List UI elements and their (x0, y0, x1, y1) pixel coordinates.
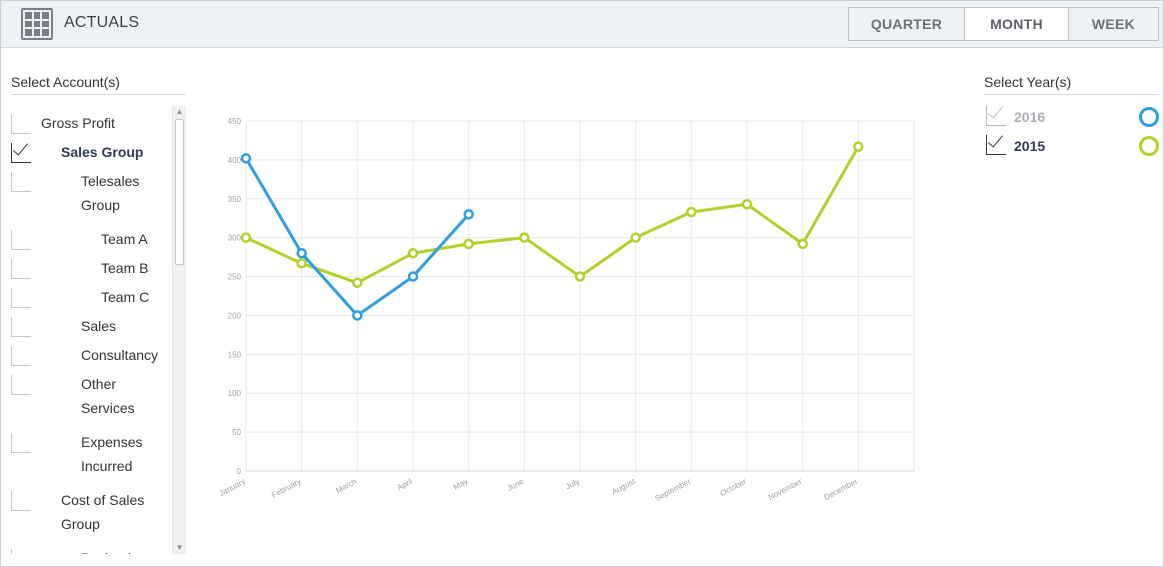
month-button[interactable]: MONTH (965, 8, 1069, 40)
data-point[interactable] (463, 238, 474, 250)
data-point[interactable] (352, 310, 363, 321)
y-tick-label: 100 (228, 389, 242, 398)
account-list: Gross Profit Sales Group Telesales Group Te… (11, 106, 171, 554)
checkbox-icon[interactable] (11, 433, 31, 453)
data-point[interactable] (463, 209, 474, 220)
account-label: Sales (81, 318, 117, 334)
scroll-up-icon[interactable]: ▲ (175, 107, 184, 116)
y-tick-label: 250 (228, 273, 242, 282)
checkbox-icon[interactable] (11, 288, 31, 308)
account-label: Expenses Incurred (81, 434, 143, 474)
series-line-2015 (245, 145, 860, 285)
divider (11, 94, 186, 95)
data-point[interactable] (352, 277, 363, 289)
week-button[interactable]: WEEK (1069, 8, 1158, 40)
x-tick-label: December (822, 477, 859, 502)
checkbox-icon[interactable] (11, 172, 31, 192)
data-point[interactable] (853, 141, 864, 152)
account-label: Gross Profit (41, 115, 115, 131)
account-label: Consultancy (81, 347, 159, 363)
series-color-icon (1139, 136, 1159, 156)
accounts-title: Select Account(s) (11, 74, 120, 90)
y-tick-label: 50 (232, 428, 241, 437)
quarter-button[interactable]: QUARTER (849, 8, 965, 40)
checkbox-icon[interactable] (11, 346, 31, 366)
x-tick-label: March (334, 477, 358, 495)
y-tick-label: 400 (228, 156, 242, 165)
data-point[interactable] (797, 238, 808, 250)
data-point[interactable] (686, 206, 697, 218)
years-title: Select Year(s) (984, 74, 1072, 90)
grid-icon[interactable] (21, 8, 53, 40)
x-tick-label: September (653, 477, 692, 503)
checkbox-icon[interactable] (11, 491, 31, 511)
header-bar: ACTUALS QUARTER MONTH WEEK (1, 1, 1163, 48)
checkbox-icon[interactable] (11, 230, 31, 250)
account-list-scrollbar[interactable]: ▲ ▼ (172, 106, 186, 554)
scroll-thumb[interactable] (175, 119, 184, 265)
account-label: Team A (101, 231, 148, 247)
y-tick-label: 350 (228, 195, 242, 204)
checkbox-icon[interactable] (11, 259, 31, 279)
data-point[interactable] (741, 198, 753, 210)
account-label: Cost of Sales Group (61, 492, 145, 532)
data-point[interactable] (240, 153, 252, 164)
data-point[interactable] (630, 232, 641, 243)
checkbox-checked-icon[interactable] (986, 106, 1006, 126)
x-tick-label: April (396, 477, 415, 493)
account-label: Team C (101, 289, 150, 305)
x-tick-label: February (270, 477, 302, 500)
checkbox-icon[interactable] (11, 549, 31, 554)
data-point[interactable] (296, 258, 307, 269)
account-label: Team B (101, 260, 149, 276)
scroll-down-icon[interactable]: ▼ (175, 543, 184, 552)
x-tick-label: July (564, 477, 581, 492)
year-label: 2016 (1014, 109, 1046, 125)
y-tick-label: 150 (228, 350, 242, 359)
data-point[interactable] (407, 271, 419, 282)
series-color-icon (1139, 107, 1159, 127)
data-point[interactable] (296, 247, 307, 259)
period-selector: QUARTER MONTH WEEK (848, 7, 1159, 41)
checkbox-icon[interactable] (11, 114, 31, 134)
checkbox-icon[interactable] (11, 375, 31, 395)
x-tick-label: August (610, 476, 637, 496)
account-label: Sales Group (61, 144, 144, 160)
x-tick-label: November (767, 477, 804, 502)
data-point[interactable] (407, 247, 419, 259)
account-label: Telesales Group (81, 173, 140, 213)
account-label: Packaging (81, 546, 166, 554)
data-point[interactable] (519, 232, 530, 243)
data-point[interactable] (574, 271, 586, 282)
account-label: Other Services (81, 376, 135, 416)
year-label: 2015 (1014, 138, 1046, 154)
y-tick-label: 200 (228, 311, 242, 320)
x-tick-label: October (719, 477, 749, 498)
data-point[interactable] (240, 232, 252, 243)
x-tick-label: May (452, 477, 470, 492)
checkbox-checked-icon[interactable] (11, 143, 31, 163)
line-chart: 0 50 100 150 200 250 300 350 400 450 January Februa… (218, 117, 915, 503)
y-tick-label: 0 (237, 467, 242, 476)
checkbox-checked-icon[interactable] (986, 135, 1006, 155)
x-tick-label: June (506, 477, 526, 493)
y-tick-label: 300 (228, 234, 242, 243)
y-tick-label: 450 (228, 117, 242, 126)
x-tick-label: January (218, 477, 247, 498)
divider (984, 94, 1159, 95)
checkbox-icon[interactable] (11, 317, 31, 337)
page-title: ACTUALS (64, 14, 140, 31)
